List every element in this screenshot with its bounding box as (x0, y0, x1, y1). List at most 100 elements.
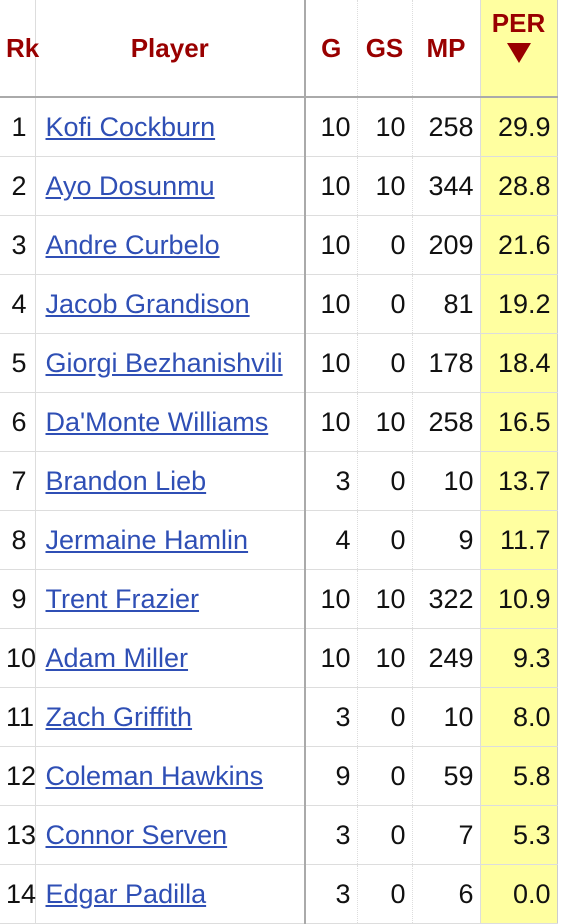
player-link[interactable]: Edgar Padilla (45, 878, 207, 909)
header-text: Rk (6, 32, 40, 63)
header-text: Player (130, 32, 209, 63)
cell-text: 10 (443, 465, 474, 496)
minutes-cell: 344 (411, 156, 480, 216)
header-text: G (321, 32, 342, 63)
cell-text: 7 (11, 465, 27, 496)
table-row: 14 Edgar Padilla 3 0 6 0.0 (0, 864, 558, 924)
cell-text: 0 (390, 347, 406, 378)
cell-text: 178 (428, 347, 474, 378)
header-row: Rk Player G GS MP PER (0, 0, 558, 98)
minutes-cell: 258 (411, 97, 480, 157)
player-link[interactable]: Adam Miller (45, 642, 189, 673)
minutes-cell: 10 (411, 451, 480, 511)
table-row: 1 Kofi Cockburn 10 10 258 29.9 (0, 97, 558, 157)
player-link[interactable]: Zach Griffith (45, 701, 193, 732)
minutes-cell: 258 (411, 392, 480, 452)
cell-text: 5.8 (512, 760, 551, 791)
player-link[interactable]: Kofi Cockburn (45, 111, 216, 142)
games-cell: 10 (304, 333, 357, 393)
cell-text: 6 (11, 406, 27, 437)
cell-text: 13.7 (497, 465, 551, 496)
cell-text: 10 (375, 406, 406, 437)
cell-text: 0 (390, 819, 406, 850)
player-link[interactable]: Jermaine Hamlin (45, 524, 249, 555)
player-cell: Coleman Hawkins (35, 746, 306, 806)
player-link[interactable]: Giorgi Bezhanishvili (45, 347, 283, 378)
table-row: 4 Jacob Grandison 10 0 81 19.2 (0, 274, 558, 334)
cell-text: 81 (443, 288, 474, 319)
per-cell: 8.0 (479, 687, 558, 747)
rank-cell: 13 (0, 805, 36, 865)
games-cell: 10 (304, 215, 357, 275)
player-link[interactable]: Brandon Lieb (45, 465, 207, 496)
cell-text: 10 (443, 701, 474, 732)
cell-text: 8 (11, 524, 27, 555)
per-cell: 16.5 (479, 392, 558, 452)
table-row: 6 Da'Monte Williams 10 10 258 16.5 (0, 392, 558, 452)
table-row: 13 Connor Serven 3 0 7 5.3 (0, 805, 558, 865)
cell-text: 209 (428, 229, 474, 260)
cell-text: 10.9 (497, 583, 551, 614)
games-cell: 3 (304, 451, 357, 511)
player-link[interactable]: Coleman Hawkins (45, 760, 264, 791)
cell-text: 11 (6, 701, 35, 732)
cell-text: 14 (6, 878, 37, 909)
cell-text: 10 (320, 288, 351, 319)
cell-text: 10 (375, 583, 406, 614)
column-header[interactable]: PER (479, 0, 558, 98)
cell-text: 344 (428, 170, 474, 201)
table-row: 7 Brandon Lieb 3 0 10 13.7 (0, 451, 558, 511)
player-link[interactable]: Da'Monte Williams (45, 406, 269, 437)
per-cell: 18.4 (479, 333, 558, 393)
cell-text: 18.4 (497, 347, 551, 378)
sort-indicator (506, 43, 531, 63)
column-header: MP (411, 0, 480, 98)
cell-text: 12 (6, 760, 37, 791)
player-link[interactable]: Connor Serven (45, 819, 228, 850)
cell-text: 10 (375, 170, 406, 201)
games-cell: 9 (304, 746, 357, 806)
player-link[interactable]: Ayo Dosunmu (45, 170, 215, 201)
per-cell: 28.8 (479, 156, 558, 216)
table-row: 12 Coleman Hawkins 9 0 59 5.8 (0, 746, 558, 806)
player-link[interactable]: Jacob Grandison (45, 288, 250, 319)
rank-cell: 11 (0, 687, 36, 747)
rank-cell: 6 (0, 392, 36, 452)
rank-cell: 7 (0, 451, 36, 511)
cell-text: 29.9 (497, 111, 551, 142)
cell-text: 3 (335, 701, 351, 732)
cell-text: 0 (390, 878, 406, 909)
cell-text: 0 (390, 288, 406, 319)
games-started-cell: 10 (356, 97, 412, 157)
cell-text: 10 (320, 347, 351, 378)
cell-text: 21.6 (497, 229, 551, 260)
games-cell: 10 (304, 97, 357, 157)
table-row: 8 Jermaine Hamlin 4 0 9 11.7 (0, 510, 558, 570)
cell-text: 9 (11, 583, 27, 614)
cell-text: 4 (11, 288, 27, 319)
games-cell: 3 (304, 864, 357, 924)
games-cell: 10 (304, 392, 357, 452)
player-link[interactable]: Trent Frazier (45, 583, 200, 614)
games-cell: 10 (304, 156, 357, 216)
minutes-cell: 178 (411, 333, 480, 393)
games-started-cell: 10 (356, 628, 412, 688)
cell-text: 9.3 (512, 642, 551, 673)
header-text: MP (426, 32, 466, 63)
table-row: 10 Adam Miller 10 10 249 9.3 (0, 628, 558, 688)
cell-text: 258 (428, 111, 474, 142)
per-cell: 5.8 (479, 746, 558, 806)
header-text: PER (491, 8, 546, 38)
per-cell: 19.2 (479, 274, 558, 334)
player-link[interactable]: Andre Curbelo (45, 229, 220, 260)
cell-text: 7 (458, 819, 474, 850)
games-cell: 10 (304, 274, 357, 334)
player-cell: Edgar Padilla (35, 864, 306, 924)
player-cell: Ayo Dosunmu (35, 156, 306, 216)
cell-text: 10 (320, 406, 351, 437)
games-cell: 3 (304, 805, 357, 865)
games-started-cell: 10 (356, 156, 412, 216)
cell-text: 322 (428, 583, 474, 614)
cell-text: 19.2 (497, 288, 551, 319)
